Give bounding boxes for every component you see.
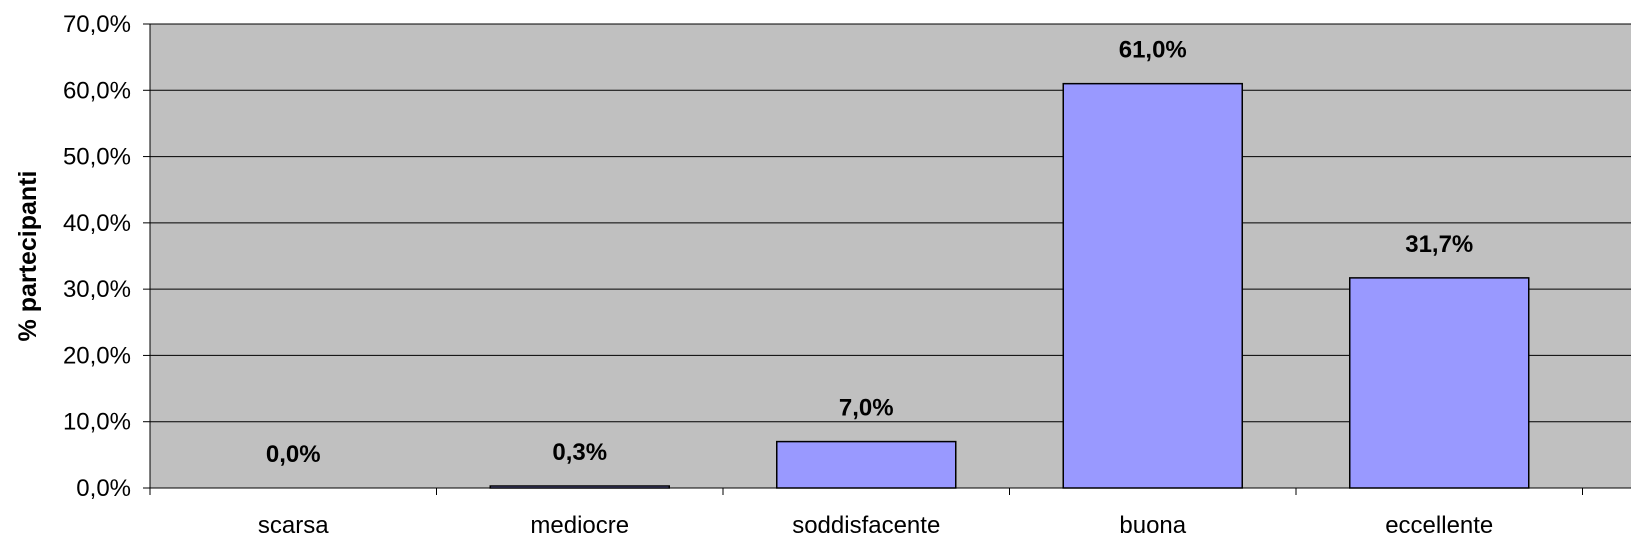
y-tick-label: 40,0% [63,210,131,237]
gridlines [150,23,1631,423]
bar-buona [1062,82,1243,489]
x-tick-label-soddisfacente: soddisfacente [792,512,940,539]
y-tick-label: 10,0% [63,409,131,436]
bars [489,82,1530,489]
data-label-buona: 61,0% [1119,37,1187,64]
data-label-eccellente: 31,7% [1405,231,1473,258]
y-axis-title: % partecipanti [14,171,42,342]
bar-soddisfacente [776,440,957,489]
y-tick-label: 50,0% [63,144,131,171]
data-label-soddisfacente: 7,0% [839,395,894,422]
x-tick-label-buona: buona [1119,512,1186,539]
x-tick-label-mediocre: mediocre [530,512,629,539]
x-tick-label-eccellente: eccellente [1385,512,1493,539]
data-label-mediocre: 0,3% [552,439,607,466]
y-tick-label: 20,0% [63,342,131,369]
y-tick-label: 60,0% [63,77,131,104]
bar-mediocre [489,485,670,489]
y-tick-label: 30,0% [63,276,131,303]
data-label-scarsa: 0,0% [266,441,321,468]
labels: 0,0% 10,0% 20,0% 30,0% 40,0% 50,0% 60,0% 70,0% 0… [63,11,1493,539]
x-tick-label-scarsa: scarsa [258,512,329,539]
y-tick-label: 0,0% [76,475,131,502]
bar-eccellente [1349,277,1530,489]
y-tick-label: 70,0% [63,11,131,38]
